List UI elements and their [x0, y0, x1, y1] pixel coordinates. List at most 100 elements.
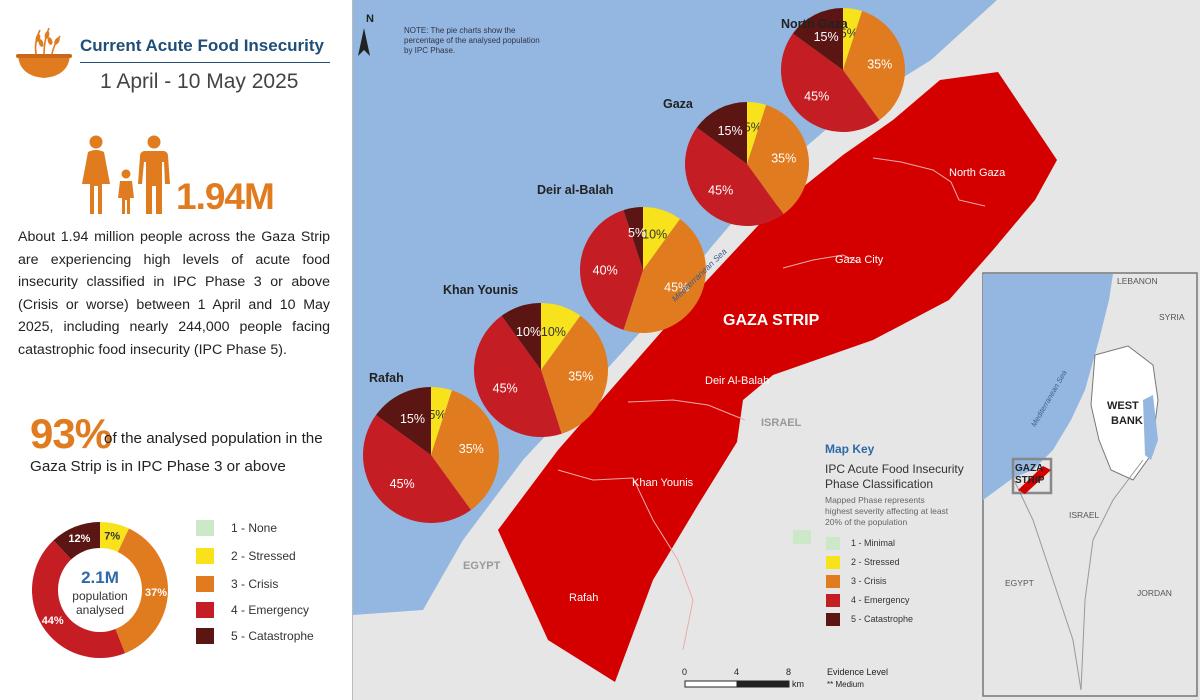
pie-north-gaza-label-phase5: 15%: [814, 30, 839, 44]
inset-israel-label: ISRAEL: [1069, 510, 1100, 520]
sea-area: [353, 0, 997, 615]
donut-hole: [58, 548, 142, 632]
pie-rafah-label-phase4: 45%: [390, 477, 415, 491]
map-key-note2: highest severity affecting at least: [825, 506, 949, 516]
pie-khan-younis-slice-phase3: [541, 315, 608, 434]
egypt-label: EGYPT: [463, 560, 501, 572]
scale-tick-4: 4: [734, 667, 740, 677]
key-swatch-4: [826, 594, 840, 607]
pie-khan-younis-slice-phase4: [474, 315, 562, 437]
donut-label-phase2: 7%: [104, 530, 120, 542]
inset-gaza-box: [1011, 457, 1053, 495]
pie-gaza-slice-phase4: [685, 127, 784, 226]
pie-rafah-label-phase2: 5%: [428, 408, 446, 422]
inset-jordan-label: JORDAN: [1137, 588, 1172, 598]
pie-north-gaza-label-phase4: 45%: [804, 90, 829, 104]
boundary-khan: [557, 469, 694, 651]
population-donut-chart: 7% 37% 44% 12% 2.1M population analysed: [31, 522, 169, 658]
boundary-north: [872, 157, 986, 207]
pie-title-gaza: Gaza: [663, 97, 694, 111]
pie-deir-al-balah-slice-phase5: [623, 207, 643, 270]
donut-label-phase4: 44%: [42, 615, 64, 627]
map-key-title: Map Key: [825, 442, 875, 456]
gaza-map: 5% 35% 45% 15% North Gaza 5% 35% 45% 15% Gaza 10% 4…: [352, 0, 1200, 700]
legend-label: 5 - Catastrophe: [231, 629, 314, 643]
pie-deir-al-balah-label-phase3: 45%: [664, 281, 689, 295]
pie-khan-younis-label-phase3: 35%: [568, 370, 593, 384]
pie-gaza-label-phase4: 45%: [708, 184, 733, 198]
gov-label-deir-al-balah: Deir Al-Balah: [705, 375, 770, 387]
donut-label-phase5: 12%: [68, 533, 90, 545]
date-range: 1 April - 10 May 2025: [100, 70, 299, 93]
gaza-strip-area: [498, 72, 1057, 682]
pie-north-gaza-slice-phase5: [792, 8, 843, 70]
pie-deir-al-balah-label-phase4: 40%: [593, 263, 618, 277]
gov-label-north-gaza: North Gaza: [949, 167, 1006, 179]
pie-gaza-slice-phase3: [747, 105, 809, 215]
pie-rafah-label-phase5: 15%: [400, 412, 425, 426]
pie-deir-al-balah-label-phase2: 10%: [642, 227, 667, 241]
donut-center-line2: analysed: [76, 603, 124, 617]
pie-rafah-slice-phase2: [431, 387, 453, 455]
pie-title-rafah: Rafah: [369, 371, 404, 385]
inset-syria-label: SYRIA: [1159, 312, 1185, 322]
pie-gaza-slice-phase5: [696, 102, 747, 164]
pie-gaza-label-phase5: 15%: [718, 124, 743, 138]
pie-khan-younis-label-phase4: 45%: [493, 382, 518, 396]
north-arrow-icon: [358, 28, 370, 56]
map-key-label-5: 5 - Catastrophe: [851, 614, 914, 624]
scale-tick-0: 0: [682, 667, 688, 677]
share-text-line1: of the analysed population in the: [104, 430, 323, 447]
map-key-label-1: 1 - Minimal: [851, 538, 896, 548]
share-percent: 93%: [30, 410, 112, 457]
pie-rafah-slice-phase4: [363, 415, 471, 523]
key-swatch-5: [826, 613, 840, 626]
map-key-note1: Mapped Phase represents: [825, 495, 925, 505]
inset-lebanon-label: LEBANON: [1117, 276, 1158, 286]
inset-gaza-line1: GAZA: [1015, 463, 1044, 474]
evidence-title: Evidence Level: [827, 667, 889, 677]
wheat-bowl-icon: [16, 28, 72, 78]
pie-north-gaza-label-phase3: 35%: [867, 58, 892, 72]
map-key-label-4: 4 - Emergency: [851, 595, 910, 605]
map-key-note3: 20% of the population: [825, 517, 908, 527]
legend-swatch: [196, 520, 214, 536]
pie-deir-al-balah-slice-phase4: [580, 210, 643, 330]
legend-label: 4 - Emergency: [231, 603, 310, 617]
gov-label-gaza-city: Gaza City: [835, 254, 884, 266]
legend-swatch: [196, 548, 214, 564]
map-key-subtitle2: Phase Classification: [825, 477, 934, 491]
evidence-value: ** Medium: [827, 680, 864, 689]
map-canvas: 5% 35% 45% 15% North Gaza 5% 35% 45% 15% Gaza 10% 4…: [353, 0, 1200, 700]
share-text-line2: Gaza Strip is in IPC Phase 3 or above: [30, 458, 286, 475]
legend-swatch: [196, 576, 214, 592]
pie-gaza-label-phase2: 5%: [744, 121, 762, 135]
donut-center-value: 2.1M: [81, 568, 119, 587]
inset-gaza-line2: STRIP: [1015, 475, 1045, 486]
strip-label: GAZA STRIP: [723, 312, 820, 329]
scale-bar: [684, 680, 790, 688]
inset-map: [982, 272, 1198, 697]
pie-title-deir-al-balah: Deir al-Balah: [537, 183, 613, 197]
pie-title-khan-younis: Khan Younis: [443, 283, 518, 297]
pie-gaza-slice-phase2: [747, 102, 767, 164]
pie-north-gaza-slice-phase2: [843, 8, 863, 70]
legend-label: 3 - Crisis: [231, 577, 279, 591]
israel-label: ISRAEL: [761, 417, 802, 429]
pie-gaza: 5% 35% 45% 15%: [685, 102, 809, 226]
pie-deir-al-balah: 10% 45% 40% 5%: [580, 207, 706, 333]
inset-westbank-line2: BANK: [1111, 415, 1143, 427]
boundary-deir: [627, 399, 746, 421]
legend-swatch: [196, 628, 214, 644]
family-icon: [82, 135, 170, 214]
legend-swatch: [196, 602, 214, 618]
pie-khan-younis-label-phase2: 10%: [541, 325, 566, 339]
panel-title: Current Acute Food Insecurity: [80, 36, 325, 55]
key-swatch-phase1: [793, 530, 811, 544]
key-swatch-3: [826, 575, 840, 588]
gov-label-khan-younis: Khan Younis: [632, 477, 694, 489]
key-swatch-1: [826, 537, 840, 550]
pie-rafah-slice-phase3: [431, 390, 499, 511]
pie-khan-younis-slice-phase2: [541, 303, 581, 370]
pie-deir-al-balah-slice-phase3: [623, 219, 706, 333]
